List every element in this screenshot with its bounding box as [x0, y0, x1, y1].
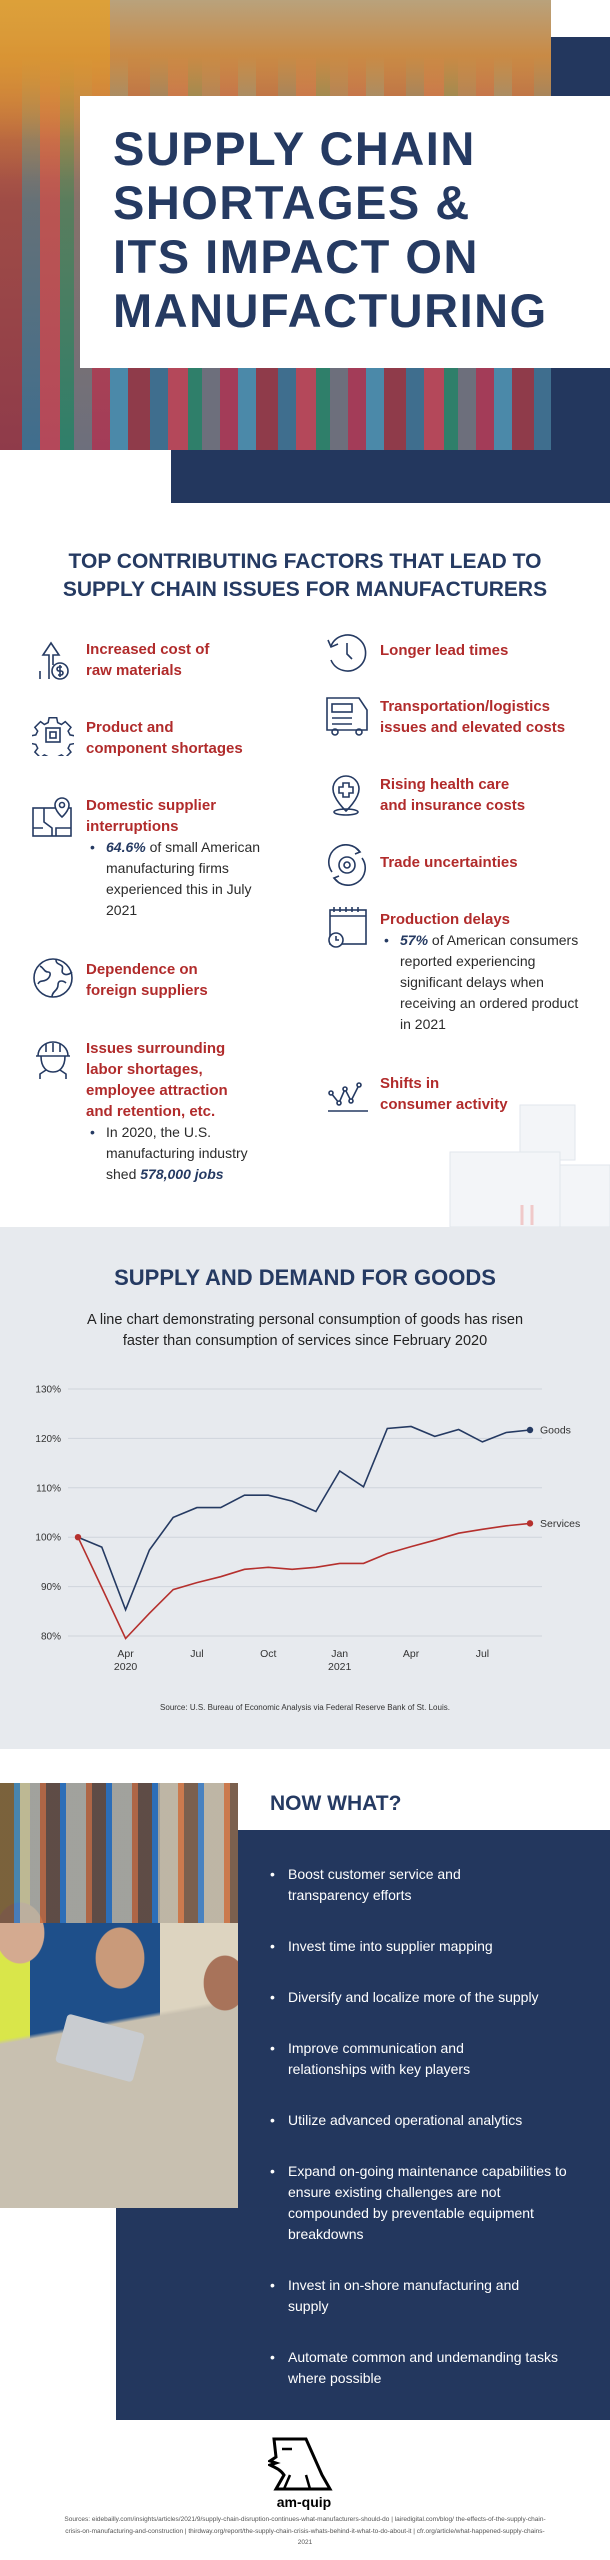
factor-labor-shortages: Issues surrounding labor shortages, empl… — [32, 1038, 281, 1185]
title-line: ITS IMPACT ON — [113, 230, 479, 283]
factor-label: Rising health care — [380, 776, 510, 793]
action-item: Automate common and undemanding tasks wh… — [270, 2347, 570, 2389]
factor-consumer-activity: Shifts in consumer activity — [326, 1073, 508, 1115]
heading-line: SUPPLY CHAIN ISSUES FOR MANUFACTURERS — [62, 578, 548, 601]
now-what-panel-extension — [116, 2208, 238, 2420]
warehouse-team-photo — [0, 1783, 238, 2208]
title-line: MANUFACTURING — [113, 284, 548, 337]
factor-label: raw materials — [86, 662, 182, 679]
factor-component-shortages: Product and component shortages — [32, 717, 243, 759]
heading-line: TOP CONTRIBUTING FACTORS THAT LEAD TO — [68, 550, 542, 573]
clock-history-icon — [327, 634, 367, 672]
factor-label: Production delays — [380, 911, 511, 928]
factor-label: issues and elevated costs — [380, 719, 566, 736]
factor-label: consumer activity — [380, 1096, 508, 1113]
action-item: Improve communication and relationships … — [270, 2038, 500, 2080]
factor-trade: Trade uncertainties — [326, 844, 518, 886]
amquip-eagle-logo: am-quip — [268, 2437, 333, 2510]
stat-highlight: 57% — [400, 932, 429, 948]
factor-label: foreign suppliers — [86, 982, 208, 999]
factor-label: and insurance costs — [380, 797, 526, 814]
truck-icon — [326, 697, 368, 736]
chart-subtitle: A line chart demonstrating personal cons… — [0, 1310, 610, 1352]
factor-label: Dependence on — [86, 961, 198, 978]
factor-health-care: Rising health care and insurance costs — [326, 774, 525, 816]
globe-icon — [33, 958, 73, 998]
factor-lead-times: Longer lead times — [326, 634, 509, 672]
action-item: Invest time into supplier mapping — [270, 1936, 570, 1957]
stat-text: of small American manufacturing firms ex… — [106, 839, 261, 918]
factor-stat-bullet: 64.6% of small American manufacturing fi… — [86, 837, 281, 921]
factor-domestic-supplier: Domestic supplier interruptions 64.6% of… — [32, 795, 281, 921]
stat-text: In 2020, the U.S. manufacturing industry… — [106, 1124, 248, 1182]
page-title: SUPPLY CHAIN SHORTAGES & ITS IMPACT ON M… — [80, 96, 610, 368]
factor-stat-bullet: In 2020, the U.S. manufacturing industry… — [86, 1122, 281, 1185]
hero-accent-bottom — [171, 450, 610, 503]
factor-label: Increased cost of — [86, 641, 210, 658]
sources-text: Sources: eidebailly.com/insights/article… — [64, 2516, 546, 2546]
factor-label: labor shortages, — [86, 1061, 203, 1078]
map-pin-icon — [32, 797, 72, 837]
factor-label: interruptions — [86, 818, 179, 835]
trend-line-icon — [328, 1082, 368, 1112]
factor-label: Issues surrounding — [86, 1040, 226, 1057]
action-item: Utilize advanced operational analytics — [270, 2110, 570, 2131]
factor-raw-materials: Increased cost of raw materials — [32, 639, 209, 681]
calendar-clock-icon — [328, 907, 367, 948]
chart-section — [0, 1227, 610, 1749]
subtitle-line: faster than consumption of services sinc… — [122, 1333, 488, 1349]
factor-foreign-suppliers: Dependence on foreign suppliers — [32, 958, 208, 1001]
worker-helmet-icon — [36, 1041, 70, 1079]
action-item: Diversify and localize more of the suppl… — [270, 1987, 570, 2008]
factors-heading: TOP CONTRIBUTING FACTORS THAT LEAD TO SU… — [0, 548, 610, 604]
now-what-list: Boost customer service and transparency … — [270, 1864, 580, 2419]
factor-label: Longer lead times — [380, 642, 509, 659]
health-pin-icon — [332, 775, 360, 816]
chart-source: Source: U.S. Bureau of Economic Analysis… — [160, 1703, 450, 1712]
action-item: Invest in on-shore manufacturing and sup… — [270, 2275, 525, 2317]
stat-highlight: 64.6% — [106, 839, 146, 855]
factor-label: Shifts in — [380, 1075, 440, 1092]
title-line: SHORTAGES & — [113, 176, 471, 229]
action-item: Boost customer service and transparency … — [270, 1864, 500, 1906]
chart-heading: SUPPLY AND DEMAND FOR GOODS — [114, 1265, 496, 1290]
title-line: SUPPLY CHAIN — [113, 122, 476, 175]
factor-stat-bullet: 57% of American consumers reported exper… — [380, 930, 580, 1035]
factor-label: Trade uncertainties — [380, 854, 518, 871]
price-up-dollar-icon — [39, 641, 69, 680]
factor-transportation: Transportation/logistics issues and elev… — [326, 696, 565, 738]
action-item: Expand on-going maintenance capabilities… — [270, 2161, 580, 2245]
gear-cycle-icon — [328, 844, 366, 886]
stat-text: of American consumers reported experienc… — [400, 932, 579, 1032]
logo-text: am-quip — [277, 2494, 331, 2510]
factor-label: Domestic supplier — [86, 797, 217, 814]
factor-label: Product and — [86, 719, 174, 736]
factor-label: employee attraction — [86, 1082, 228, 1099]
stat-highlight: 578,000 jobs — [140, 1166, 224, 1182]
chip-gear-icon — [32, 717, 74, 756]
boxes-illustration — [449, 1104, 610, 1227]
now-what-title: NOW WHAT? — [270, 1792, 402, 1815]
factor-label: and retention, etc. — [86, 1103, 216, 1120]
factor-label: component shortages — [86, 740, 243, 757]
factor-label: Transportation/logistics — [380, 698, 551, 715]
factor-production-delays: Production delays 57% of American consum… — [326, 907, 580, 1035]
subtitle-line: A line chart demonstrating personal cons… — [86, 1312, 524, 1328]
